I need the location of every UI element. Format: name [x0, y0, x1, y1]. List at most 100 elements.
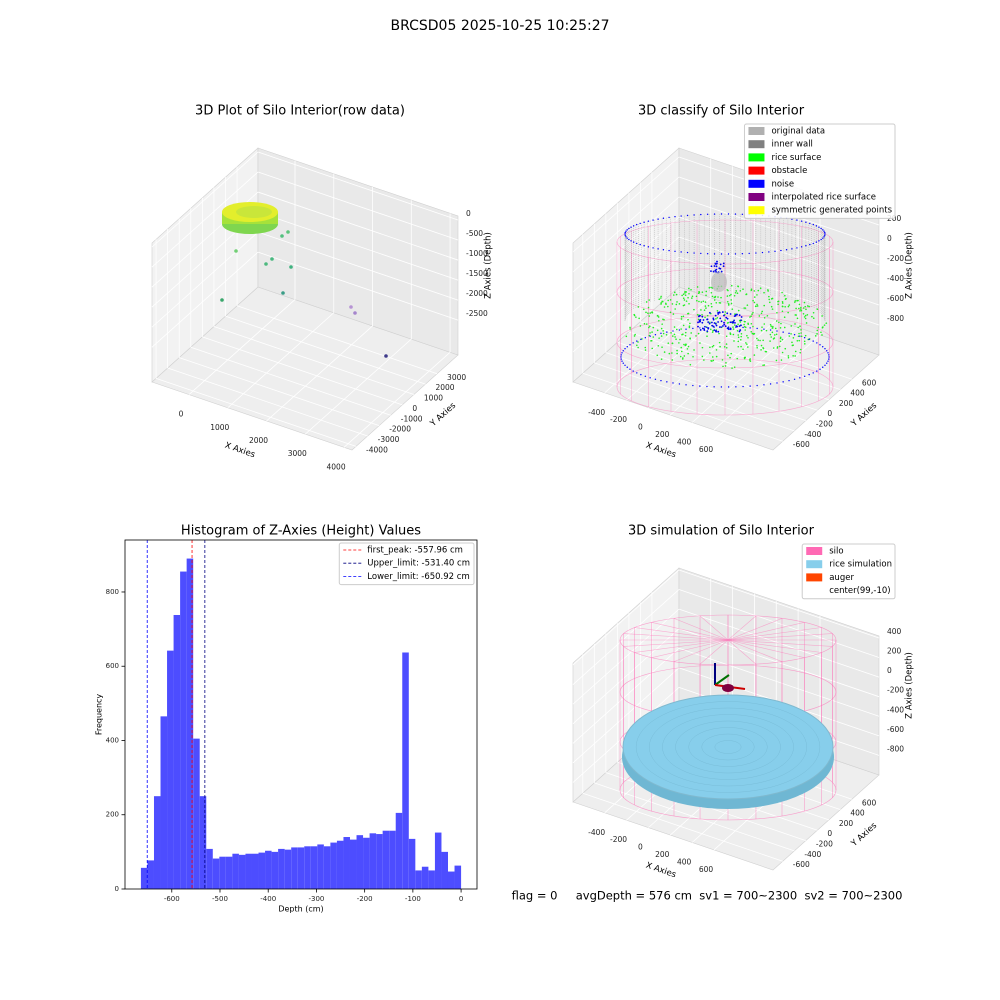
grid-line: [257, 251, 459, 321]
surface-point: [715, 301, 718, 304]
surface-point: [648, 315, 651, 317]
y-axis-label: Frequency: [95, 694, 104, 736]
surface-point: [768, 295, 770, 298]
x-tick-label: -500: [212, 895, 228, 903]
surface-point: [740, 335, 743, 338]
surface-point: [725, 343, 728, 345]
noise-point: [624, 233, 626, 235]
surface-point: [821, 315, 823, 317]
silo-wire: [616, 358, 834, 416]
noise-point: [769, 383, 772, 385]
point: [281, 291, 285, 295]
surface-point: [726, 300, 729, 303]
silo-wire: [651, 622, 729, 641]
noise-point: [816, 370, 818, 372]
surface-point: [761, 326, 763, 328]
surface-point: [696, 286, 699, 288]
surface-point: [645, 311, 647, 314]
x-tick-label: 2000: [249, 436, 268, 445]
surface-point: [703, 309, 706, 311]
surface-point: [635, 316, 637, 318]
surface-point: [684, 331, 687, 334]
noise-point: [715, 324, 718, 327]
noise-point: [620, 356, 622, 358]
noise-point: [740, 316, 743, 318]
grid-line: [605, 352, 806, 421]
legend-label: obstacle: [771, 166, 807, 176]
surface-point: [760, 344, 763, 347]
noise-point: [782, 381, 784, 383]
x-tick-label: 400: [677, 858, 692, 867]
noise-point: [654, 334, 657, 336]
surface-point: [651, 311, 653, 314]
surface-point: [719, 302, 722, 304]
y-tick-label: 3000: [447, 373, 466, 382]
surface-point: [661, 300, 663, 303]
point: [289, 265, 293, 269]
surface-point: [746, 304, 749, 306]
noise-point: [621, 352, 623, 354]
surface-point: [743, 357, 746, 360]
noise-point: [791, 248, 793, 250]
grid-line: [572, 156, 680, 253]
noise-point: [639, 243, 641, 246]
surface-point: [674, 308, 676, 310]
noise-point: [719, 326, 721, 328]
rice-mesh: [714, 740, 742, 754]
surface-point: [756, 294, 758, 296]
surface-point: [683, 343, 685, 346]
surface-point: [743, 320, 746, 323]
surface-point: [637, 306, 640, 308]
surface-point: [799, 308, 802, 310]
x-tick-label: -300: [308, 895, 324, 903]
surface-point: [676, 352, 678, 355]
surface-point: [660, 297, 662, 299]
grid-line: [678, 647, 880, 717]
y-tick-label: 200: [106, 811, 119, 819]
surface-point: [663, 351, 666, 353]
noise-point: [674, 215, 676, 218]
surface-point: [704, 305, 707, 307]
grid-line: [257, 231, 459, 301]
surface-point: [681, 333, 683, 336]
surface-point: [713, 296, 716, 299]
noise-point: [748, 252, 750, 255]
surface-point: [770, 325, 772, 328]
surface-point: [762, 364, 764, 367]
surface-point: [648, 299, 650, 301]
silo-wire: [651, 639, 729, 658]
surface-point: [795, 314, 797, 316]
surface-point: [705, 307, 707, 309]
y-tick-label: -400: [804, 430, 821, 439]
noise-point: [756, 384, 758, 387]
surface-point: [796, 339, 799, 342]
surface-point: [758, 315, 761, 317]
legend-swatch: [806, 547, 823, 555]
surface-point: [726, 289, 729, 291]
surface-point: [678, 303, 681, 305]
surface-point: [708, 286, 711, 289]
noise-point: [722, 262, 725, 265]
surface-point: [792, 344, 794, 346]
surface-point: [719, 345, 721, 348]
surface-point: [739, 321, 742, 323]
noise-point: [815, 241, 818, 243]
bar: [199, 796, 207, 889]
surface-point: [663, 306, 666, 308]
noise-point: [720, 320, 723, 323]
surface-point: [800, 335, 803, 338]
noise-point: [812, 223, 814, 226]
noise-point: [828, 358, 830, 360]
bar: [415, 870, 422, 889]
noise-point: [727, 253, 730, 255]
surface-point: [784, 294, 786, 297]
surface-point: [805, 322, 808, 324]
surface-point: [733, 324, 736, 326]
legend-swatch: [748, 166, 765, 175]
surface-point: [747, 322, 749, 325]
z-tick-label: -1500: [466, 269, 488, 278]
surface-point: [756, 305, 759, 307]
surface-point: [732, 328, 735, 330]
bar: [408, 838, 416, 889]
noise-point: [741, 252, 744, 255]
